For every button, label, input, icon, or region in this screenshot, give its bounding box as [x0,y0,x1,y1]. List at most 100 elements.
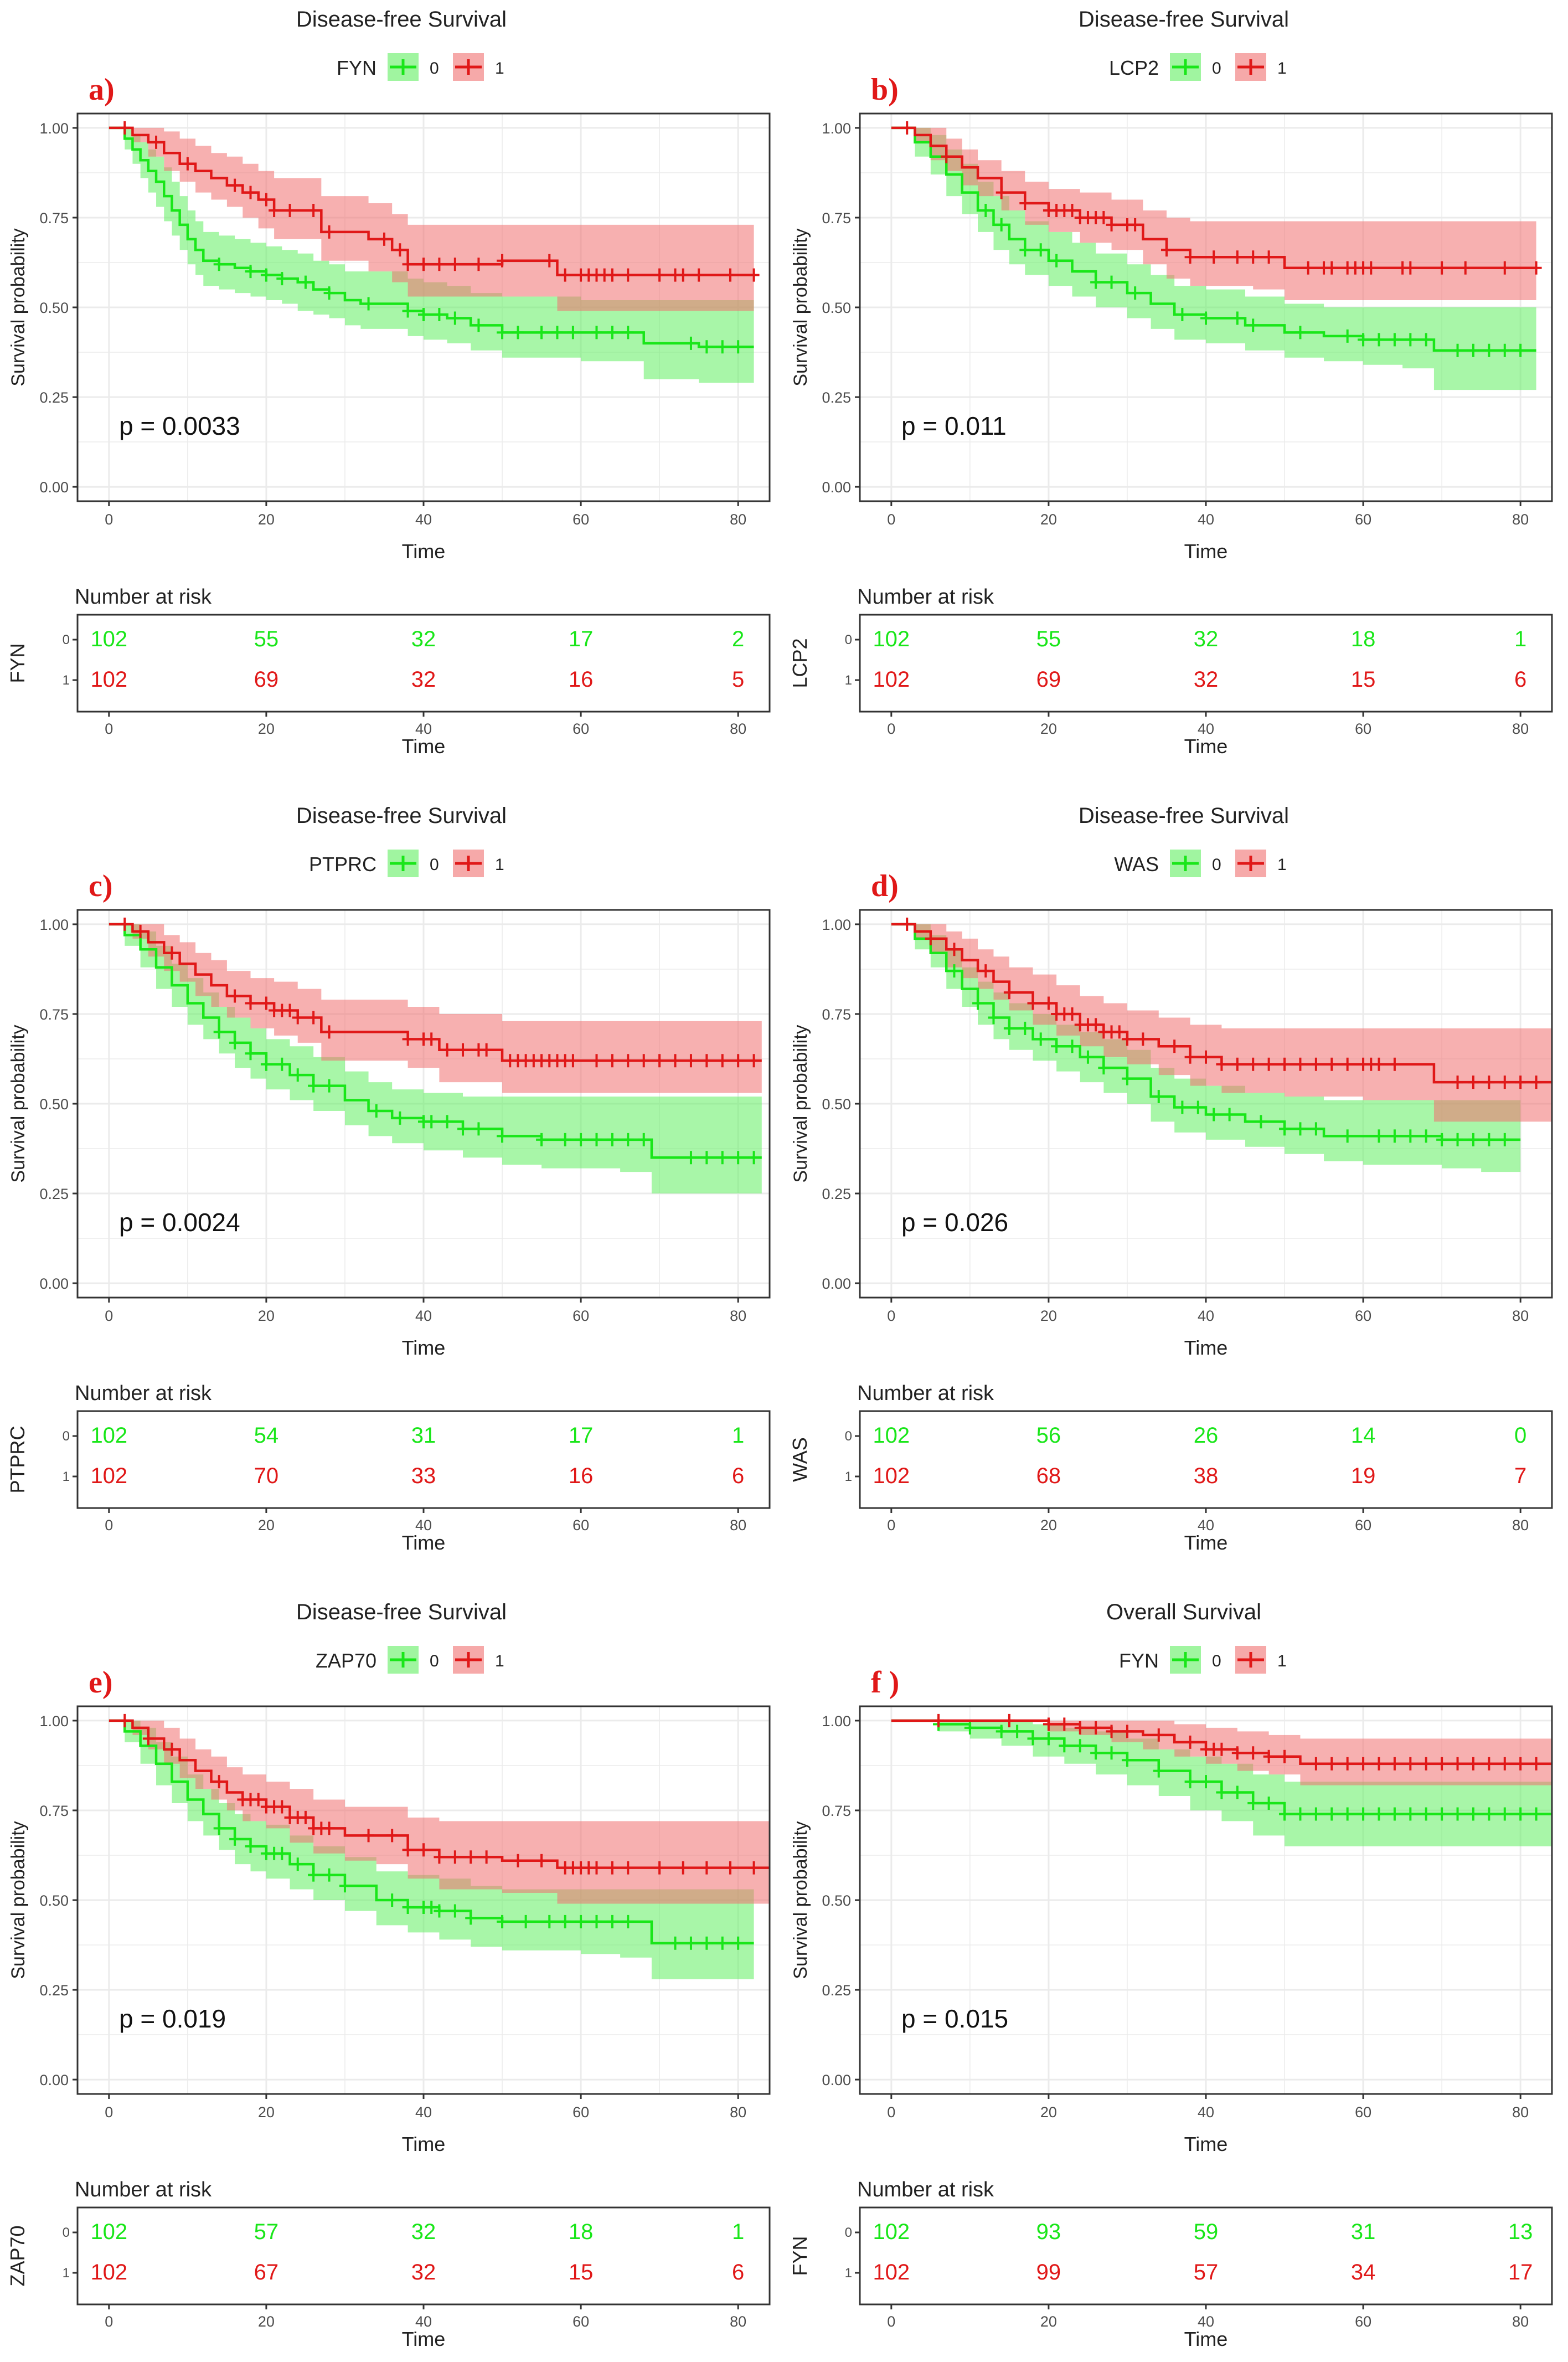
risk-value: 1 [732,2220,744,2244]
censor-mark [622,1861,634,1875]
survival-panel: Disease-free Survival LCP2 0 1 b) 0.00 0.25 0.5… [788,7,1553,758]
legend-gene-label: ZAP70 [316,1649,376,1672]
censor-mark [520,1915,532,1928]
risk-value: 32 [1194,667,1219,692]
censor-mark [701,1151,713,1165]
censor-mark [544,1915,555,1928]
risk-x-tick-label: 80 [730,2313,746,2330]
censor-mark [1231,1746,1243,1760]
censor-mark [1420,1807,1432,1821]
risk-value: 18 [569,2220,594,2244]
censor-mark [748,1861,760,1875]
risk-x-tick-label: 0 [887,2313,895,2330]
risk-x-tick-label: 0 [887,1517,895,1534]
censor-mark [1051,254,1062,267]
censor-mark [1074,1721,1086,1735]
risk-strata-label: FYN [788,2236,811,2276]
censor-mark [426,1032,437,1046]
censor-mark [1436,1757,1448,1771]
censor-mark [677,1861,689,1875]
risk-row-label: 1 [845,2266,852,2281]
censor-mark [1405,333,1416,347]
censor-mark [1326,261,1338,275]
confidence-band-1 [109,924,762,1093]
risk-x-tick-label: 40 [1198,1517,1214,1534]
x-tick-label: 20 [1040,1308,1057,1324]
censor-mark [135,924,146,938]
risk-value: 69 [1036,667,1061,692]
risk-value: 16 [569,667,594,692]
censor-mark [1216,1057,1227,1071]
censor-marks-0 [213,1821,744,1950]
censor-mark [685,1054,697,1068]
panel-label: b) [871,73,899,107]
censor-mark [1177,307,1188,321]
censor-mark [1184,1735,1196,1749]
legend-label-0: 0 [1212,1652,1221,1670]
censor-mark [1121,1725,1133,1738]
risk-value: 67 [254,2260,279,2284]
censor-mark [980,204,992,217]
censor-mark [292,1857,303,1871]
risk-table-frame [76,2206,771,2306]
risk-value: 5 [732,667,744,692]
x-tick-label: 20 [258,2104,275,2121]
legend-label-1: 1 [1277,59,1287,78]
legend-gene-label: FYN [1119,1649,1159,1672]
censor-mark [748,1151,760,1165]
legend-key-1 [453,1646,484,1674]
censor-mark [996,1725,1007,1738]
risk-value: 102 [90,2260,127,2284]
censor-mark [213,1025,225,1039]
censor-mark [229,989,241,1003]
censor-mark [1499,1075,1510,1089]
censor-mark [1302,261,1314,275]
censor-mark [716,340,728,354]
censor-mark [901,121,913,135]
censor-mark [1200,1050,1211,1064]
censor-mark [1389,1057,1400,1071]
y-axis-title: Survival probability [790,228,811,386]
risk-x-axis-title: Time [402,1531,446,1554]
risk-x-tick-label: 20 [1040,721,1057,737]
risk-x-axis-title: Time [1184,1531,1228,1554]
censor-mark [1342,329,1353,343]
legend-label-1: 1 [1277,856,1287,874]
risk-table-frame [859,614,1553,713]
risk-value: 6 [1514,667,1526,692]
risk-value: 57 [254,2220,279,2244]
censor-mark [606,1133,618,1146]
censor-mark [292,1068,303,1082]
censor-mark [1326,1757,1338,1771]
censor-mark [1153,1728,1164,1742]
risk-x-tick-label: 80 [730,721,746,737]
p-value: p = 0.026 [901,1208,1008,1237]
censor-mark [1294,1807,1306,1821]
risk-value: 17 [569,627,594,651]
legend-label-1: 1 [495,59,504,78]
y-tick-label: 0.75 [39,1006,69,1023]
survival-panel: Disease-free Survival ZAP70 0 1 e) 0.00 0.25 0.… [6,1600,771,2350]
legend-key-0 [1170,1646,1201,1674]
y-tick-label: 0.00 [39,1275,69,1292]
censor-mark [276,1846,288,1860]
risk-table-title: Number at risk [75,1382,212,1405]
risk-x-tick-label: 20 [258,721,275,737]
censor-mark [701,1861,713,1875]
y-axis-title: Survival probability [8,1821,29,1979]
risk-x-tick-label: 60 [1355,721,1371,737]
censor-mark [941,150,952,163]
censor-mark [300,1810,311,1824]
y-tick-label: 0.50 [822,1096,851,1113]
panel-label: a) [89,73,115,107]
censor-mark [1059,1717,1070,1731]
censor-mark [426,1900,437,1914]
censor-mark [606,1054,618,1068]
censor-mark [1129,286,1141,300]
legend-label-0: 0 [430,59,439,78]
censor-mark [1098,210,1110,224]
censor-mark [654,268,666,282]
risk-x-axis-title: Time [402,2328,446,2350]
survival-panel: Overall Survival FYN 0 1 f ) 0.00 0.25 0.50 0.75… [788,1600,1553,2350]
risk-row-label: 0 [63,2225,70,2240]
